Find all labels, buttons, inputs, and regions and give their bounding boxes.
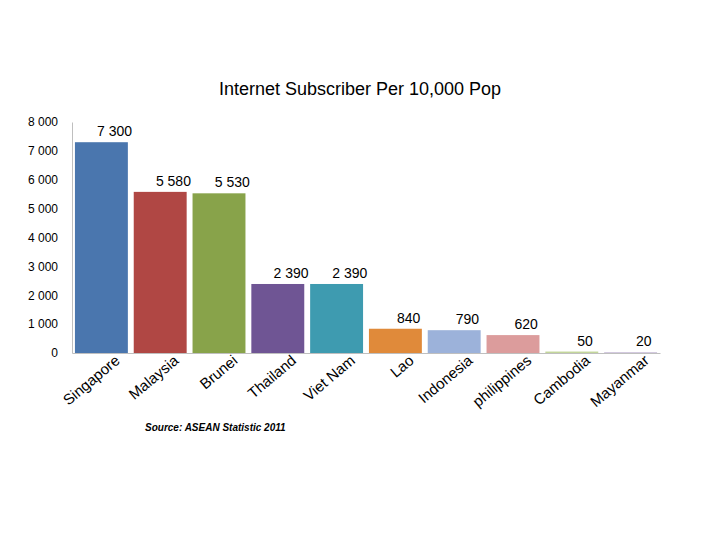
x-tick: Indonesia — [415, 351, 476, 406]
y-tick-label: 4 000 — [28, 231, 58, 245]
title: Internet Subscriber Per 10,000 Pop — [219, 79, 501, 99]
x-tick-label: Malaysia — [125, 351, 182, 402]
y-tick-label: 8 000 — [28, 115, 58, 129]
data-labels: 7 300 5 580 5 530 2 390 2 390 840 790 620 50 20 — [97, 123, 652, 349]
data-label: 790 — [456, 311, 480, 327]
x-tick: Cambodia — [530, 351, 594, 408]
chart: Internet Subscriber Per 10,000 Pop 0 1 000… — [0, 0, 720, 540]
y-tick: 0 — [51, 346, 72, 360]
x-tick-label: Indonesia — [415, 351, 476, 406]
data-label: 840 — [397, 310, 421, 326]
x-tick-label: Brunei — [196, 351, 240, 392]
y-tick-label: 2 000 — [28, 289, 58, 303]
data-label: 50 — [577, 333, 593, 349]
x-tick: philippines — [469, 351, 534, 410]
x-tick: Lao — [387, 351, 417, 380]
bars — [75, 142, 657, 353]
y-tick: 5 000 — [28, 202, 72, 216]
bar — [369, 329, 422, 353]
y-tick-label: 1 000 — [28, 317, 58, 331]
x-tick: Viet Nam — [300, 351, 358, 404]
bar — [310, 284, 363, 353]
bar — [545, 352, 598, 353]
bar — [193, 193, 246, 353]
x-tick: Singapore — [59, 351, 122, 408]
bar — [487, 335, 540, 353]
x-axis: SingaporeMalaysia BruneiThailandViet Nam L… — [59, 351, 660, 410]
bar — [428, 330, 481, 353]
y-tick: 4 000 — [28, 231, 72, 245]
x-tick-label: Mayanmar — [587, 351, 652, 410]
x-tick: Malaysia — [125, 351, 182, 402]
data-label: 5 580 — [156, 173, 191, 189]
data-label: 620 — [515, 316, 539, 332]
x-tick-label: Viet Nam — [300, 351, 358, 404]
y-tick-label: 3 000 — [28, 260, 58, 274]
y-tick-label: 7 000 — [28, 144, 58, 158]
plot: 0 1 000 2 000 3 000 4 000 5 000 6 000 7 000 8 00… — [28, 115, 661, 410]
y-tick: 8 000 — [28, 115, 72, 129]
y-tick-label: 6 000 — [28, 173, 58, 187]
bar — [75, 142, 128, 353]
x-tick-label: Lao — [387, 351, 417, 380]
x-tick: Mayanmar — [587, 351, 652, 410]
y-axis: 0 1 000 2 000 3 000 4 000 5 000 6 000 7 000 8 00… — [28, 115, 73, 360]
data-label: 7 300 — [97, 123, 132, 139]
x-tick-label: Singapore — [59, 351, 122, 408]
y-tick-label: 5 000 — [28, 202, 58, 216]
y-tick: 3 000 — [28, 260, 72, 274]
bar — [251, 284, 304, 353]
data-label: 20 — [636, 333, 652, 349]
x-axis-line — [73, 353, 661, 354]
annotation: Source: ASEAN Statistic 2011 — [145, 422, 286, 433]
x-tick-label: philippines — [469, 351, 534, 410]
y-tick: 7 000 — [28, 144, 72, 158]
x-tick: Thailand — [244, 351, 299, 401]
y-tick: 1 000 — [28, 317, 72, 331]
x-tick-label: Cambodia — [530, 351, 594, 408]
y-tick-label: 0 — [51, 346, 58, 360]
data-label: 5 530 — [215, 174, 250, 190]
x-tick: Brunei — [196, 351, 240, 392]
y-axis-line — [72, 123, 73, 354]
x-tick-label: Thailand — [244, 351, 299, 401]
data-label: 2 390 — [332, 265, 367, 281]
data-label: 2 390 — [274, 265, 309, 281]
bar — [604, 352, 657, 353]
y-tick: 6 000 — [28, 173, 72, 187]
y-tick: 2 000 — [28, 289, 72, 303]
bar — [134, 192, 187, 353]
